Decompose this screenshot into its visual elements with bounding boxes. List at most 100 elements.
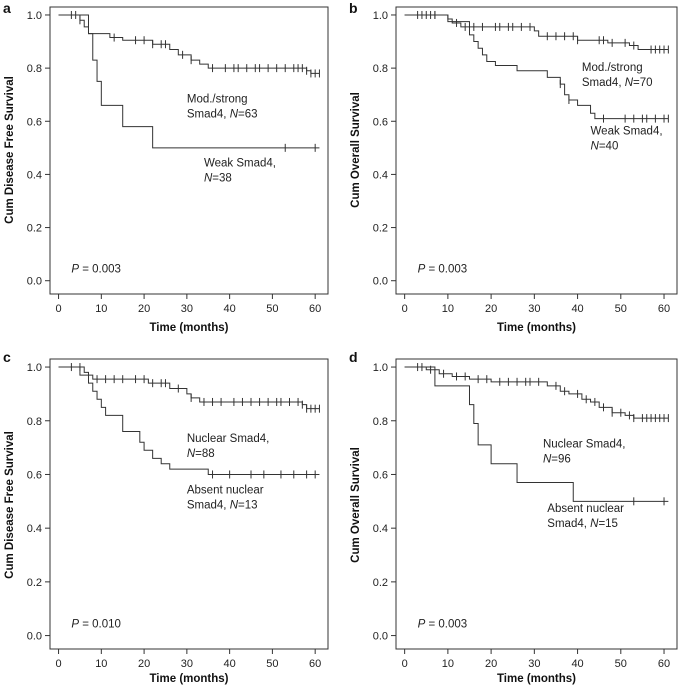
series-label-line1: Nuclear Smad4, xyxy=(187,433,269,445)
y-tick-label: 1.0 xyxy=(27,362,42,374)
x-tick-label: 0 xyxy=(402,658,408,670)
series-label-line1: Weak Smad4, xyxy=(204,157,276,169)
x-tick-label: 60 xyxy=(658,658,670,670)
series-label-line2: Smad4, N=15 xyxy=(547,518,618,530)
y-tick-label: 0.0 xyxy=(27,631,42,643)
y-tick-label: 0.6 xyxy=(27,469,42,481)
plot-frame xyxy=(49,358,329,650)
series-label-line1: Absent nuclear xyxy=(187,484,264,496)
y-tick-label: 0.2 xyxy=(373,577,388,589)
survival-curve-1 xyxy=(404,14,669,120)
y-axis-label: Cum Disease Free Survival xyxy=(4,431,16,579)
x-tick-label: 10 xyxy=(95,658,107,670)
panel-letter: c xyxy=(3,349,11,365)
panel-d: d Cum Overall Survival Time (months) 0 10 20 3… xyxy=(349,349,678,685)
plot-frame xyxy=(395,358,678,650)
y-tick-label: 0.8 xyxy=(27,416,42,428)
y-tick-label: 1.0 xyxy=(27,10,42,22)
y-tick-label: 0.2 xyxy=(373,223,388,235)
x-tick-label: 0 xyxy=(402,303,408,315)
x-tick-label: 20 xyxy=(138,658,150,670)
y-tick-label: 0.0 xyxy=(373,276,388,288)
series-label-line2: Smad4, N=13 xyxy=(187,499,258,511)
x-tick-label: 20 xyxy=(485,658,497,670)
x-tick-label: 10 xyxy=(95,303,107,315)
series-label-line1: Mod./strong xyxy=(582,62,643,74)
x-tick-label: 50 xyxy=(615,658,627,670)
series-label-line2: N=88 xyxy=(187,448,215,460)
survival-curve-0 xyxy=(404,366,669,419)
x-tick-label: 50 xyxy=(266,303,278,315)
y-tick-label: 0.0 xyxy=(373,631,388,643)
y-tick-label: 0.0 xyxy=(27,276,42,288)
panel-letter: a xyxy=(3,0,11,16)
y-tick-label: 1.0 xyxy=(373,362,388,374)
x-tick-label: 30 xyxy=(181,658,193,670)
x-axis-label: Time (months) xyxy=(149,322,228,334)
y-tick-label: 0.2 xyxy=(27,577,42,589)
x-tick-label: 60 xyxy=(658,303,670,315)
x-tick-label: 20 xyxy=(138,303,150,315)
x-tick-label: 0 xyxy=(55,658,61,670)
survival-curve-1 xyxy=(58,366,320,475)
panel-a: a Cum Disease Free Survival Time (months) 0… xyxy=(3,0,329,334)
plot-frame xyxy=(49,6,329,295)
panel-letter: d xyxy=(349,349,358,365)
panel-c: c Cum Disease Free Survival Time (months) 0… xyxy=(3,349,329,685)
series-label-line1: Absent nuclear xyxy=(547,503,624,515)
y-tick-label: 0.4 xyxy=(27,169,42,181)
plot-frame xyxy=(395,6,678,295)
x-tick-label: 0 xyxy=(55,303,61,315)
x-axis-label: Time (months) xyxy=(497,322,576,334)
series-label-line1: Mod./strong xyxy=(187,94,248,106)
p-value: P = 0.003 xyxy=(418,619,468,631)
y-tick-label: 0.6 xyxy=(373,469,388,481)
x-tick-label: 40 xyxy=(224,303,236,315)
y-tick-label: 0.4 xyxy=(27,523,42,535)
y-axis-label: Cum Overall Survival xyxy=(350,447,362,563)
x-tick-label: 30 xyxy=(528,658,540,670)
x-tick-label: 10 xyxy=(442,658,454,670)
y-axis-label: Cum Disease Free Survival xyxy=(4,76,16,224)
p-value: P = 0.003 xyxy=(418,264,468,276)
series-label-line2: N=38 xyxy=(204,172,232,184)
y-axis-label: Cum Overall Survival xyxy=(350,92,362,208)
p-value: P = 0.003 xyxy=(71,264,121,276)
y-tick-label: 0.4 xyxy=(373,169,388,181)
x-tick-label: 30 xyxy=(181,303,193,315)
x-tick-label: 60 xyxy=(309,303,321,315)
x-tick-label: 30 xyxy=(528,303,540,315)
x-tick-label: 60 xyxy=(309,658,321,670)
panel-b: b Cum Overall Survival Time (months) 0 10 20 3… xyxy=(349,0,678,334)
series-label-line2: N=96 xyxy=(543,454,571,466)
x-tick-label: 20 xyxy=(485,303,497,315)
series-label-line2: Smad4, N=70 xyxy=(582,77,653,89)
survival-curve-0 xyxy=(58,14,320,74)
survival-curve-0 xyxy=(404,14,669,51)
x-tick-label: 50 xyxy=(615,303,627,315)
x-tick-label: 40 xyxy=(571,658,583,670)
series-label-line2: N=40 xyxy=(591,141,619,153)
x-tick-label: 50 xyxy=(266,658,278,670)
series-label-line2: Smad4, N=63 xyxy=(187,109,258,121)
survival-curve-0 xyxy=(58,366,320,410)
x-axis-label: Time (months) xyxy=(149,673,228,685)
survival-curve-1 xyxy=(58,14,320,149)
p-value: P = 0.010 xyxy=(71,619,121,631)
y-tick-label: 0.6 xyxy=(373,116,388,128)
x-tick-label: 40 xyxy=(571,303,583,315)
survival-curve-1 xyxy=(404,366,669,502)
y-tick-label: 0.8 xyxy=(27,63,42,75)
series-label-line1: Nuclear Smad4, xyxy=(543,439,625,451)
y-tick-label: 0.6 xyxy=(27,116,42,128)
y-tick-label: 0.8 xyxy=(373,63,388,75)
y-tick-label: 0.2 xyxy=(27,223,42,235)
panel-letter: b xyxy=(349,0,358,16)
x-tick-label: 40 xyxy=(224,658,236,670)
x-tick-label: 10 xyxy=(442,303,454,315)
y-tick-label: 0.8 xyxy=(373,416,388,428)
y-tick-label: 0.4 xyxy=(373,523,388,535)
y-tick-label: 1.0 xyxy=(373,10,388,22)
series-label-line1: Weak Smad4, xyxy=(591,126,663,138)
